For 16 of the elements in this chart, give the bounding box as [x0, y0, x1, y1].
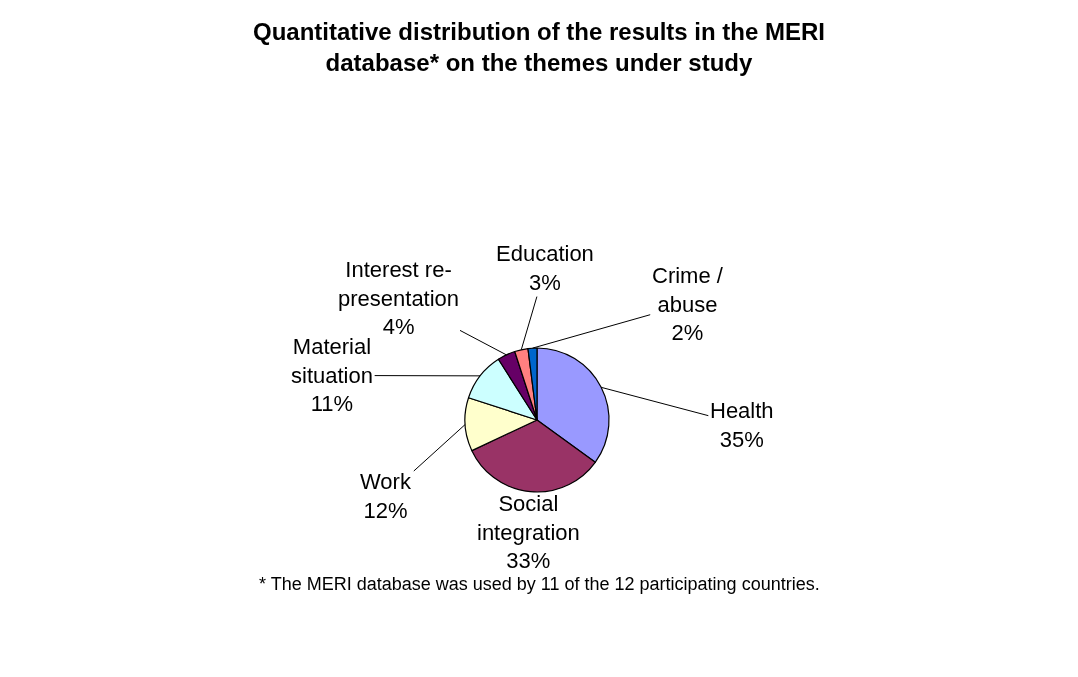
chart-title: Quantitative distribution of the results in the MERI database* on the themes under study [252, 18, 826, 77]
slice-label: Crime / abuse [652, 263, 724, 317]
data-label: 33% [506, 548, 551, 574]
slice-label: Education [496, 241, 594, 266]
data-label: 4% [382, 314, 415, 340]
data-label: 35% [719, 426, 764, 452]
data-label: 3% [529, 269, 561, 295]
slice-label: Interest re- presentation [338, 257, 460, 311]
slice-label: Material situation [291, 334, 373, 388]
slice-label: Work [360, 469, 412, 494]
slice-label: Social integration [477, 491, 580, 545]
slice-label: Health [710, 398, 774, 423]
data-label: 11% [310, 391, 354, 417]
data-label: 2% [671, 320, 704, 346]
data-label: 12% [363, 497, 408, 523]
text: * The MERI database was used by 11 of the 12 participating countries. [259, 574, 820, 594]
